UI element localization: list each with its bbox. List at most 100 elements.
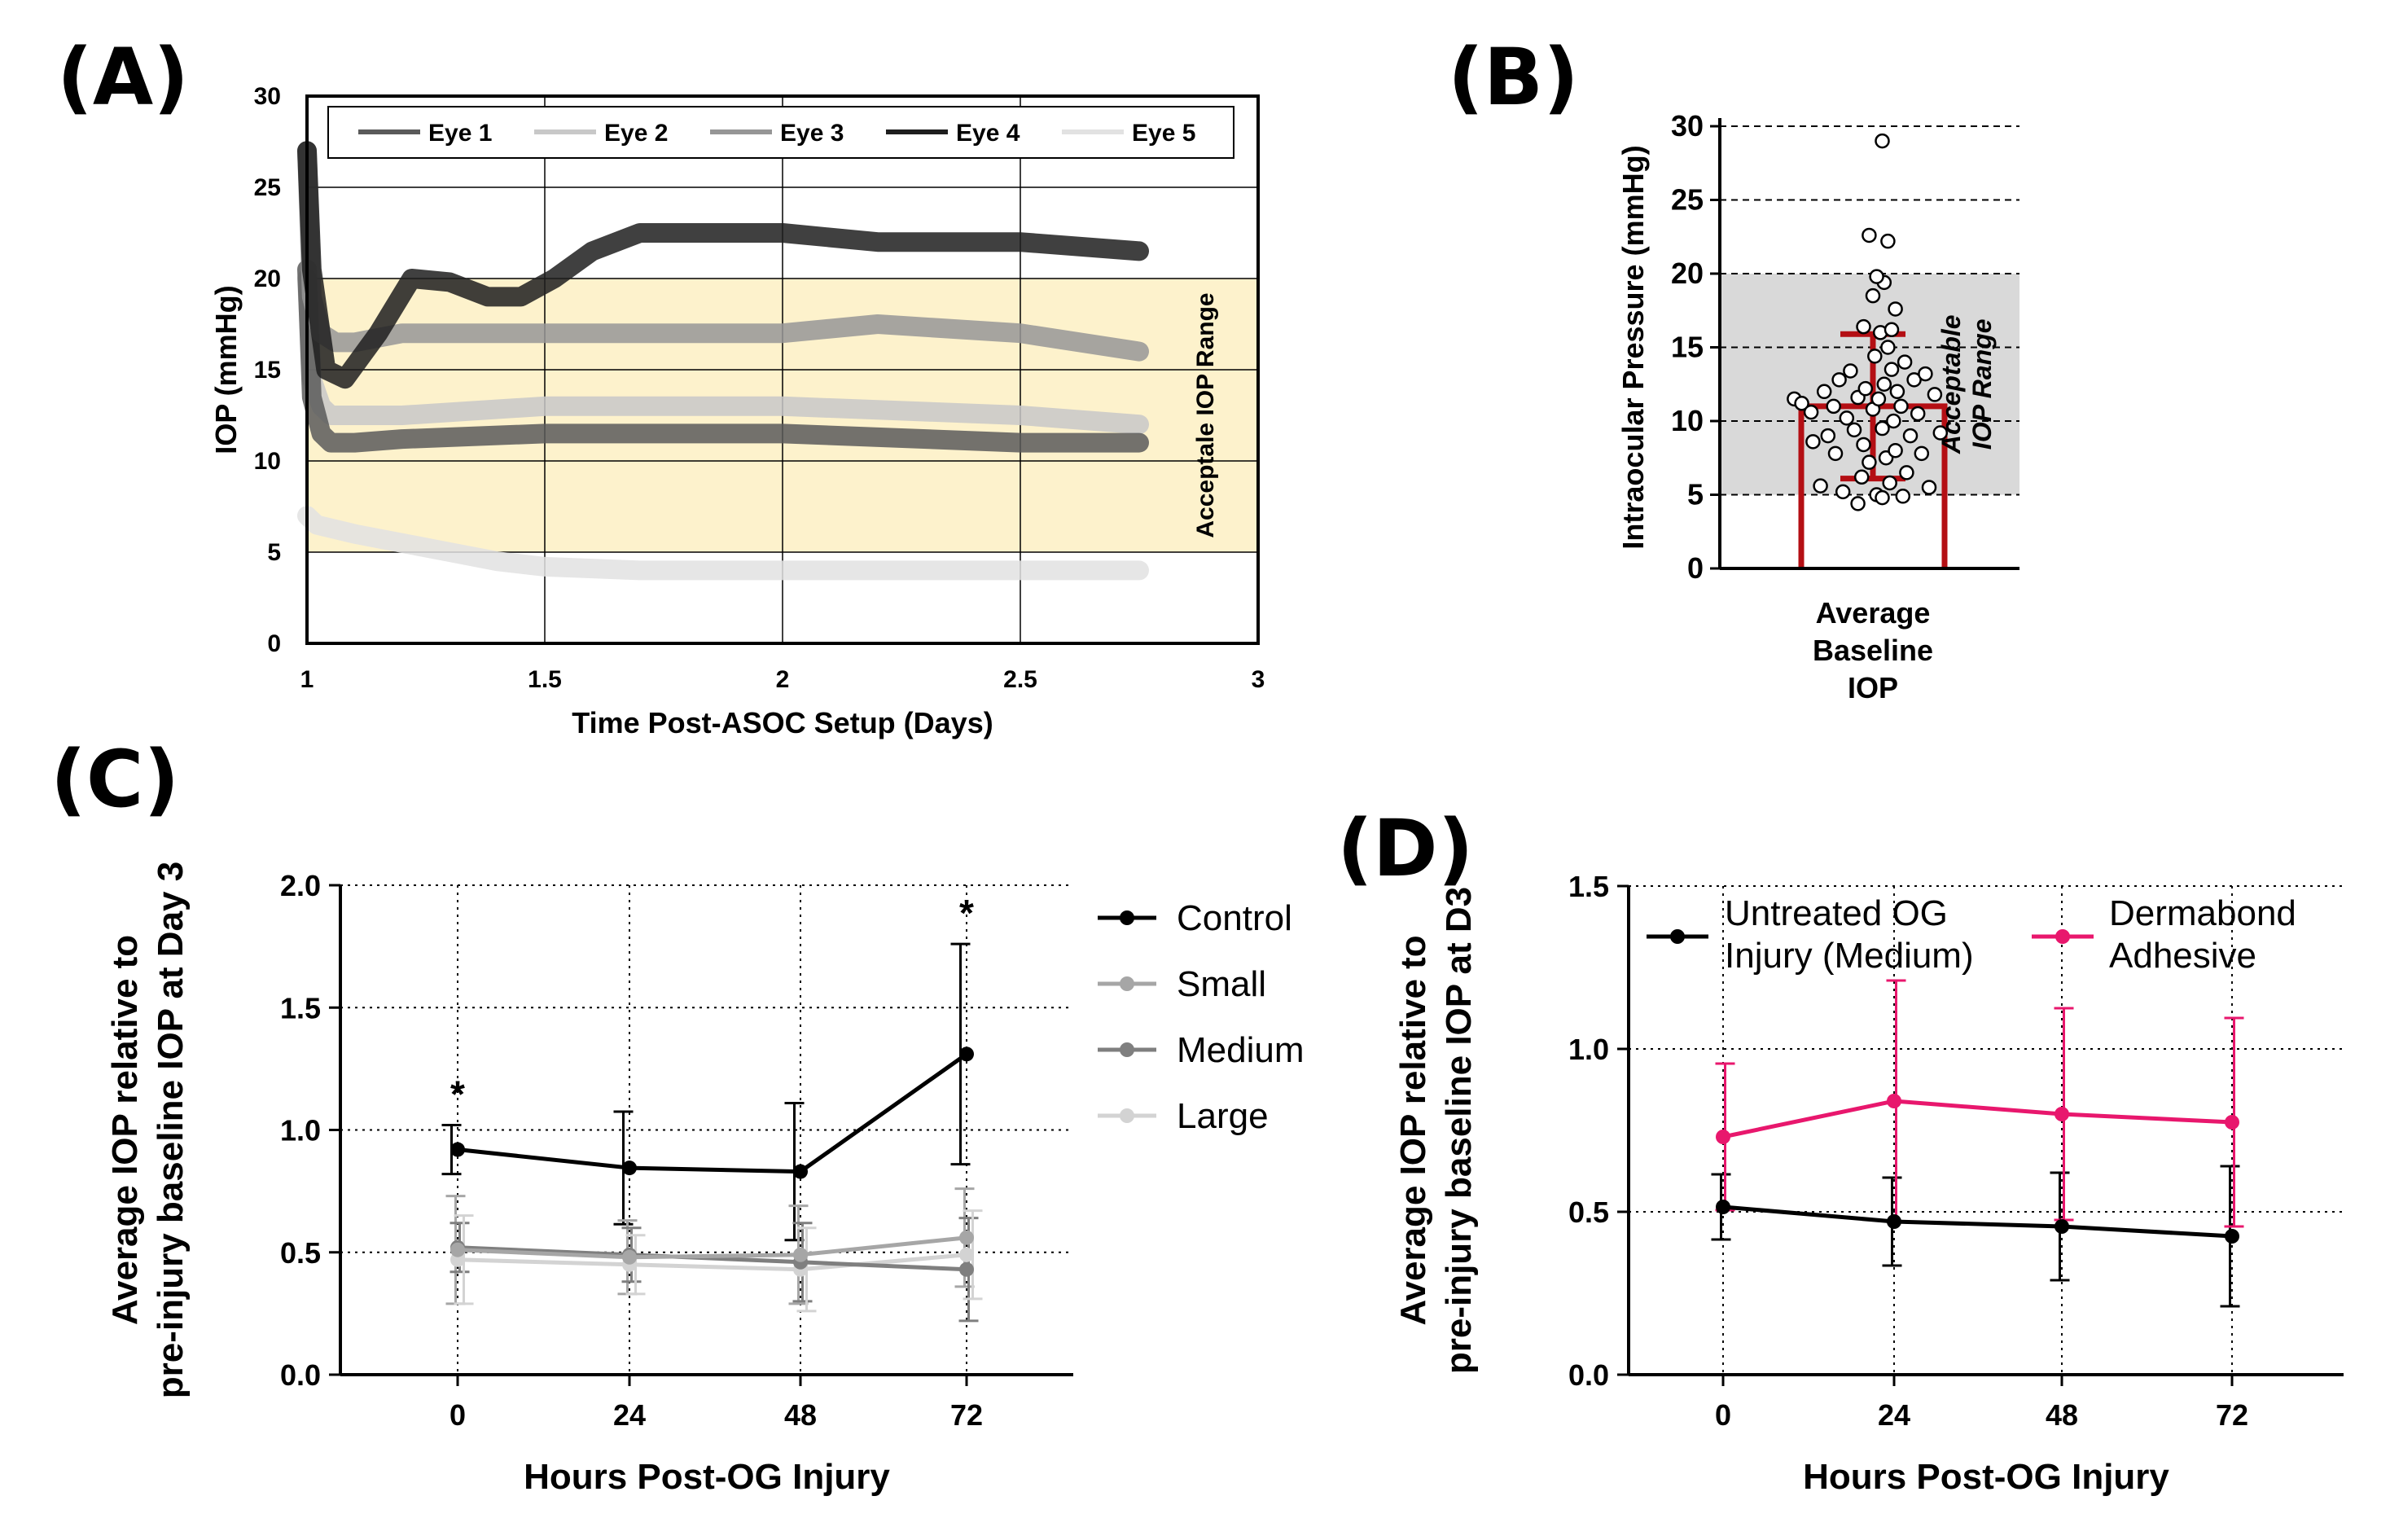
y-axis-label: Average IOP relative to pre-injury baseli… [1393, 887, 1479, 1374]
data-point [1816, 384, 1832, 400]
data-point [793, 1164, 808, 1179]
data-point [1887, 1214, 1901, 1229]
y-axis-label-line: Average IOP relative to [1393, 935, 1433, 1325]
legend-label: Untreated OG [1725, 893, 1948, 933]
data-point [1893, 398, 1909, 415]
x-tick-label: 0 [449, 1398, 466, 1432]
data-point [959, 1261, 974, 1277]
y-axis-label: Average IOP relative to pre-injury baseli… [105, 862, 191, 1398]
y-axis-label-line: pre-injury baseline IOP at Day 3 [151, 862, 191, 1398]
legend-label: Eye 5 [1132, 120, 1195, 147]
data-point [1875, 420, 1890, 437]
panel-label-d: (D) [1337, 803, 1473, 894]
y-tick-label: 0.5 [1568, 1196, 1609, 1229]
series-line-untreated-og-injury-medium- [1722, 1204, 2233, 1239]
data-point [1875, 133, 1890, 149]
legend-label: Eye 2 [604, 120, 668, 147]
data-point [1887, 1094, 1901, 1108]
data-point [1927, 387, 1943, 402]
data-point [1888, 442, 1903, 458]
chart-c: 0.0 0.5 1.0 1.5 2.0 0 24 48 72 Hours Post-OG Inju… [105, 862, 1305, 1497]
data-point [1880, 340, 1896, 355]
data-point [1820, 428, 1836, 444]
data-point [1839, 410, 1855, 426]
data-point [1888, 301, 1903, 317]
data-point [1883, 322, 1900, 338]
data-point [1813, 478, 1828, 494]
data-point [1880, 233, 1896, 249]
data-point [1865, 287, 1881, 304]
data-point [1897, 354, 1913, 370]
data-point [1862, 227, 1877, 244]
data-point [959, 1046, 974, 1062]
y-axis-label: Intraocular Pressure (mmHg) [1616, 145, 1650, 549]
legend-label: Large [1177, 1096, 1269, 1136]
legend-marker [2055, 929, 2070, 944]
legend-marker [1120, 976, 1134, 991]
data-point [1835, 484, 1851, 500]
x-axis-label: Hours Post-OG Injury [1803, 1457, 2169, 1497]
series-line-eye-5 [297, 506, 1149, 581]
data-point [1862, 454, 1877, 470]
y-tick-label: 2.0 [280, 869, 321, 902]
data-point [1857, 380, 1874, 397]
data-point [1869, 269, 1884, 284]
data-point [1826, 398, 1841, 415]
acceptable-range-label-line: IOP Range [1967, 318, 1997, 450]
legend-marker [1670, 929, 1685, 944]
y-tick-label: 5 [1687, 478, 1704, 511]
data-point [1932, 425, 1949, 441]
data-point [1876, 376, 1892, 392]
y-tick-label: 1.0 [1568, 1033, 1609, 1066]
data-point [2225, 1115, 2239, 1130]
data-point [1805, 434, 1821, 450]
data-point [1895, 489, 1911, 504]
y-tick-label: 5 [267, 539, 281, 566]
data-point [1716, 1200, 1730, 1214]
acceptable-range-label: Acceptale IOP Range [1192, 292, 1219, 537]
x-tick-label: 48 [784, 1398, 817, 1432]
y-tick-label: 20 [1671, 257, 1704, 290]
y-axis-label-line: Average IOP relative to [105, 935, 145, 1325]
x-tick-label: 3 [1252, 666, 1265, 693]
legend-label: Small [1177, 964, 1266, 1004]
legend-label: Medium [1177, 1030, 1305, 1070]
plot-frame [305, 94, 1260, 645]
legend-label: Adhesive [2109, 936, 2256, 976]
series-line-eye-1 [297, 259, 1149, 453]
data-point [2055, 1107, 2069, 1121]
panel-label-b: (B) [1448, 32, 1579, 123]
data-point [1883, 362, 1900, 377]
chart-b: 0 5 10 15 20 25 30 AcceptableIOP Range Average Ba… [1616, 109, 2019, 704]
legend-label: Control [1177, 898, 1292, 938]
data-point [1910, 406, 1926, 422]
data-point [959, 1247, 974, 1262]
data-point [1867, 349, 1883, 364]
data-point [1856, 318, 1871, 335]
data-point [1794, 396, 1809, 411]
series-line-small [457, 1235, 967, 1260]
y-tick-label: 0.0 [1568, 1358, 1609, 1392]
data-point [1831, 372, 1847, 388]
x-tick-label: 24 [613, 1398, 646, 1432]
y-tick-label: 1.5 [280, 991, 321, 1024]
data-point [450, 1142, 465, 1157]
data-point [1882, 475, 1897, 491]
y-tick-label: 10 [1671, 404, 1704, 437]
y-axis-label: IOP (mmHg) [209, 285, 243, 454]
y-tick-label: 0.0 [280, 1358, 321, 1392]
x-axis-label: Hours Post-OG Injury [524, 1457, 890, 1497]
acceptable-range-label-line: Acceptable [1936, 314, 1966, 454]
data-point [450, 1242, 465, 1257]
y-tick-label: 30 [1671, 109, 1704, 143]
data-point [622, 1249, 637, 1265]
data-point [1827, 445, 1844, 462]
legend-marker [1120, 910, 1134, 925]
y-tick-label: 25 [254, 174, 281, 201]
data-point [1875, 489, 1890, 506]
significance-marker: * [450, 1073, 465, 1115]
x-category-label: Baseline [1813, 634, 1933, 667]
panel-label-c: (C) [50, 734, 179, 825]
